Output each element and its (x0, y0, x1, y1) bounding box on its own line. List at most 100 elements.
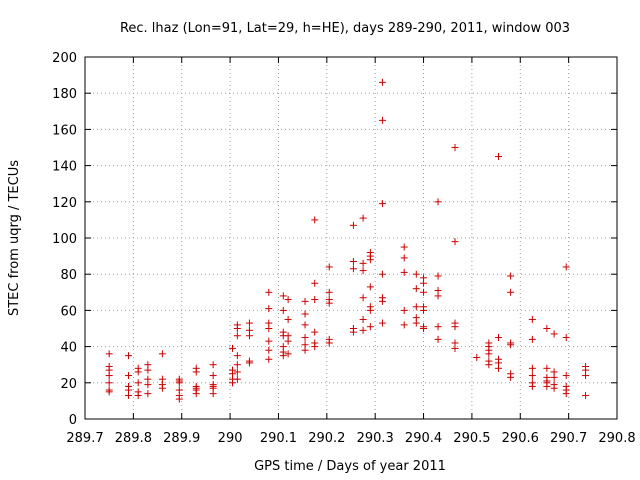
data-point (233, 375, 241, 383)
data-point (229, 344, 237, 352)
data-point (325, 299, 333, 307)
data-point (284, 350, 292, 358)
data-point (311, 279, 319, 287)
data-point (528, 382, 536, 390)
data-point (378, 319, 386, 327)
y-tick-label: 160 (52, 123, 77, 138)
data-point (209, 372, 217, 380)
y-tick-label: 180 (52, 87, 77, 102)
data-point (233, 332, 241, 340)
x-tick-label: 290.1 (260, 431, 297, 446)
data-point (311, 328, 319, 336)
data-point (233, 325, 241, 332)
data-point (582, 372, 590, 380)
data-point (279, 292, 287, 300)
data-point (485, 361, 493, 369)
data-points (105, 78, 590, 403)
data-point (507, 373, 515, 381)
data-point (134, 379, 142, 387)
data-point (495, 334, 503, 342)
axis-ticks (84, 56, 618, 420)
data-point (434, 292, 442, 300)
data-point (229, 379, 237, 387)
data-point (420, 279, 428, 287)
data-point (412, 270, 420, 278)
data-point (420, 306, 428, 314)
data-point (279, 352, 287, 360)
x-tick-label: 290 (218, 431, 243, 446)
data-point (550, 330, 558, 338)
data-point (550, 373, 558, 381)
data-point (378, 116, 386, 124)
y-tick-label: 120 (52, 196, 77, 211)
data-point (495, 364, 503, 372)
data-point (349, 221, 357, 229)
data-point (284, 337, 292, 345)
y-tick-label: 200 (52, 51, 77, 66)
x-tick-label: 290.8 (598, 431, 635, 446)
data-point (265, 346, 273, 354)
data-point (528, 335, 536, 343)
data-point (284, 296, 292, 304)
data-point (412, 303, 420, 311)
data-point (507, 272, 515, 280)
data-point (420, 288, 428, 296)
data-point (543, 325, 551, 332)
data-point (359, 326, 367, 334)
data-point (144, 390, 152, 398)
data-point (528, 315, 536, 323)
y-tick-label: 40 (60, 341, 77, 356)
data-point (400, 268, 408, 276)
grid (85, 57, 617, 419)
data-point (434, 335, 442, 343)
data-point (158, 384, 166, 392)
y-tick-label: 20 (60, 377, 77, 392)
data-point (359, 214, 367, 222)
data-point (473, 353, 481, 361)
data-point (451, 238, 459, 246)
y-tick-label: 0 (69, 413, 77, 428)
x-tick-label: 290.2 (308, 431, 345, 446)
data-point (400, 243, 408, 251)
data-point (349, 328, 357, 336)
data-point (378, 78, 386, 86)
data-point (245, 332, 253, 340)
y-tick-label: 60 (60, 304, 77, 319)
data-point (412, 285, 420, 293)
data-point (265, 337, 273, 345)
data-point (301, 297, 309, 305)
data-point (582, 391, 590, 399)
x-tick-label: 290.4 (405, 431, 442, 446)
data-point (105, 388, 113, 396)
data-point (420, 325, 428, 332)
y-tick-labels: 0 20 40 60 80 100 120 140 160 180 200 (52, 51, 77, 428)
data-point (192, 368, 200, 376)
data-point (245, 359, 253, 367)
data-point (366, 323, 374, 331)
data-point (125, 372, 133, 380)
data-point (543, 382, 551, 390)
data-point (265, 288, 273, 296)
data-point (279, 306, 287, 314)
x-tick-label: 289.7 (66, 431, 103, 446)
data-point (192, 390, 200, 398)
data-point (245, 319, 253, 327)
data-point (434, 198, 442, 206)
data-point (451, 144, 459, 151)
data-point (550, 384, 558, 392)
data-point (349, 265, 357, 273)
y-tick-label: 140 (52, 160, 77, 175)
data-point (233, 361, 241, 369)
data-point (507, 341, 515, 349)
data-point (400, 254, 408, 262)
data-point (265, 305, 273, 313)
x-tick-label: 289.9 (163, 431, 200, 446)
data-point (233, 368, 241, 376)
data-point (209, 390, 217, 398)
data-point (434, 272, 442, 280)
data-point (105, 379, 113, 387)
y-tick-label: 80 (60, 268, 77, 283)
data-point (134, 368, 142, 376)
data-point (366, 256, 374, 264)
data-point (528, 372, 536, 380)
